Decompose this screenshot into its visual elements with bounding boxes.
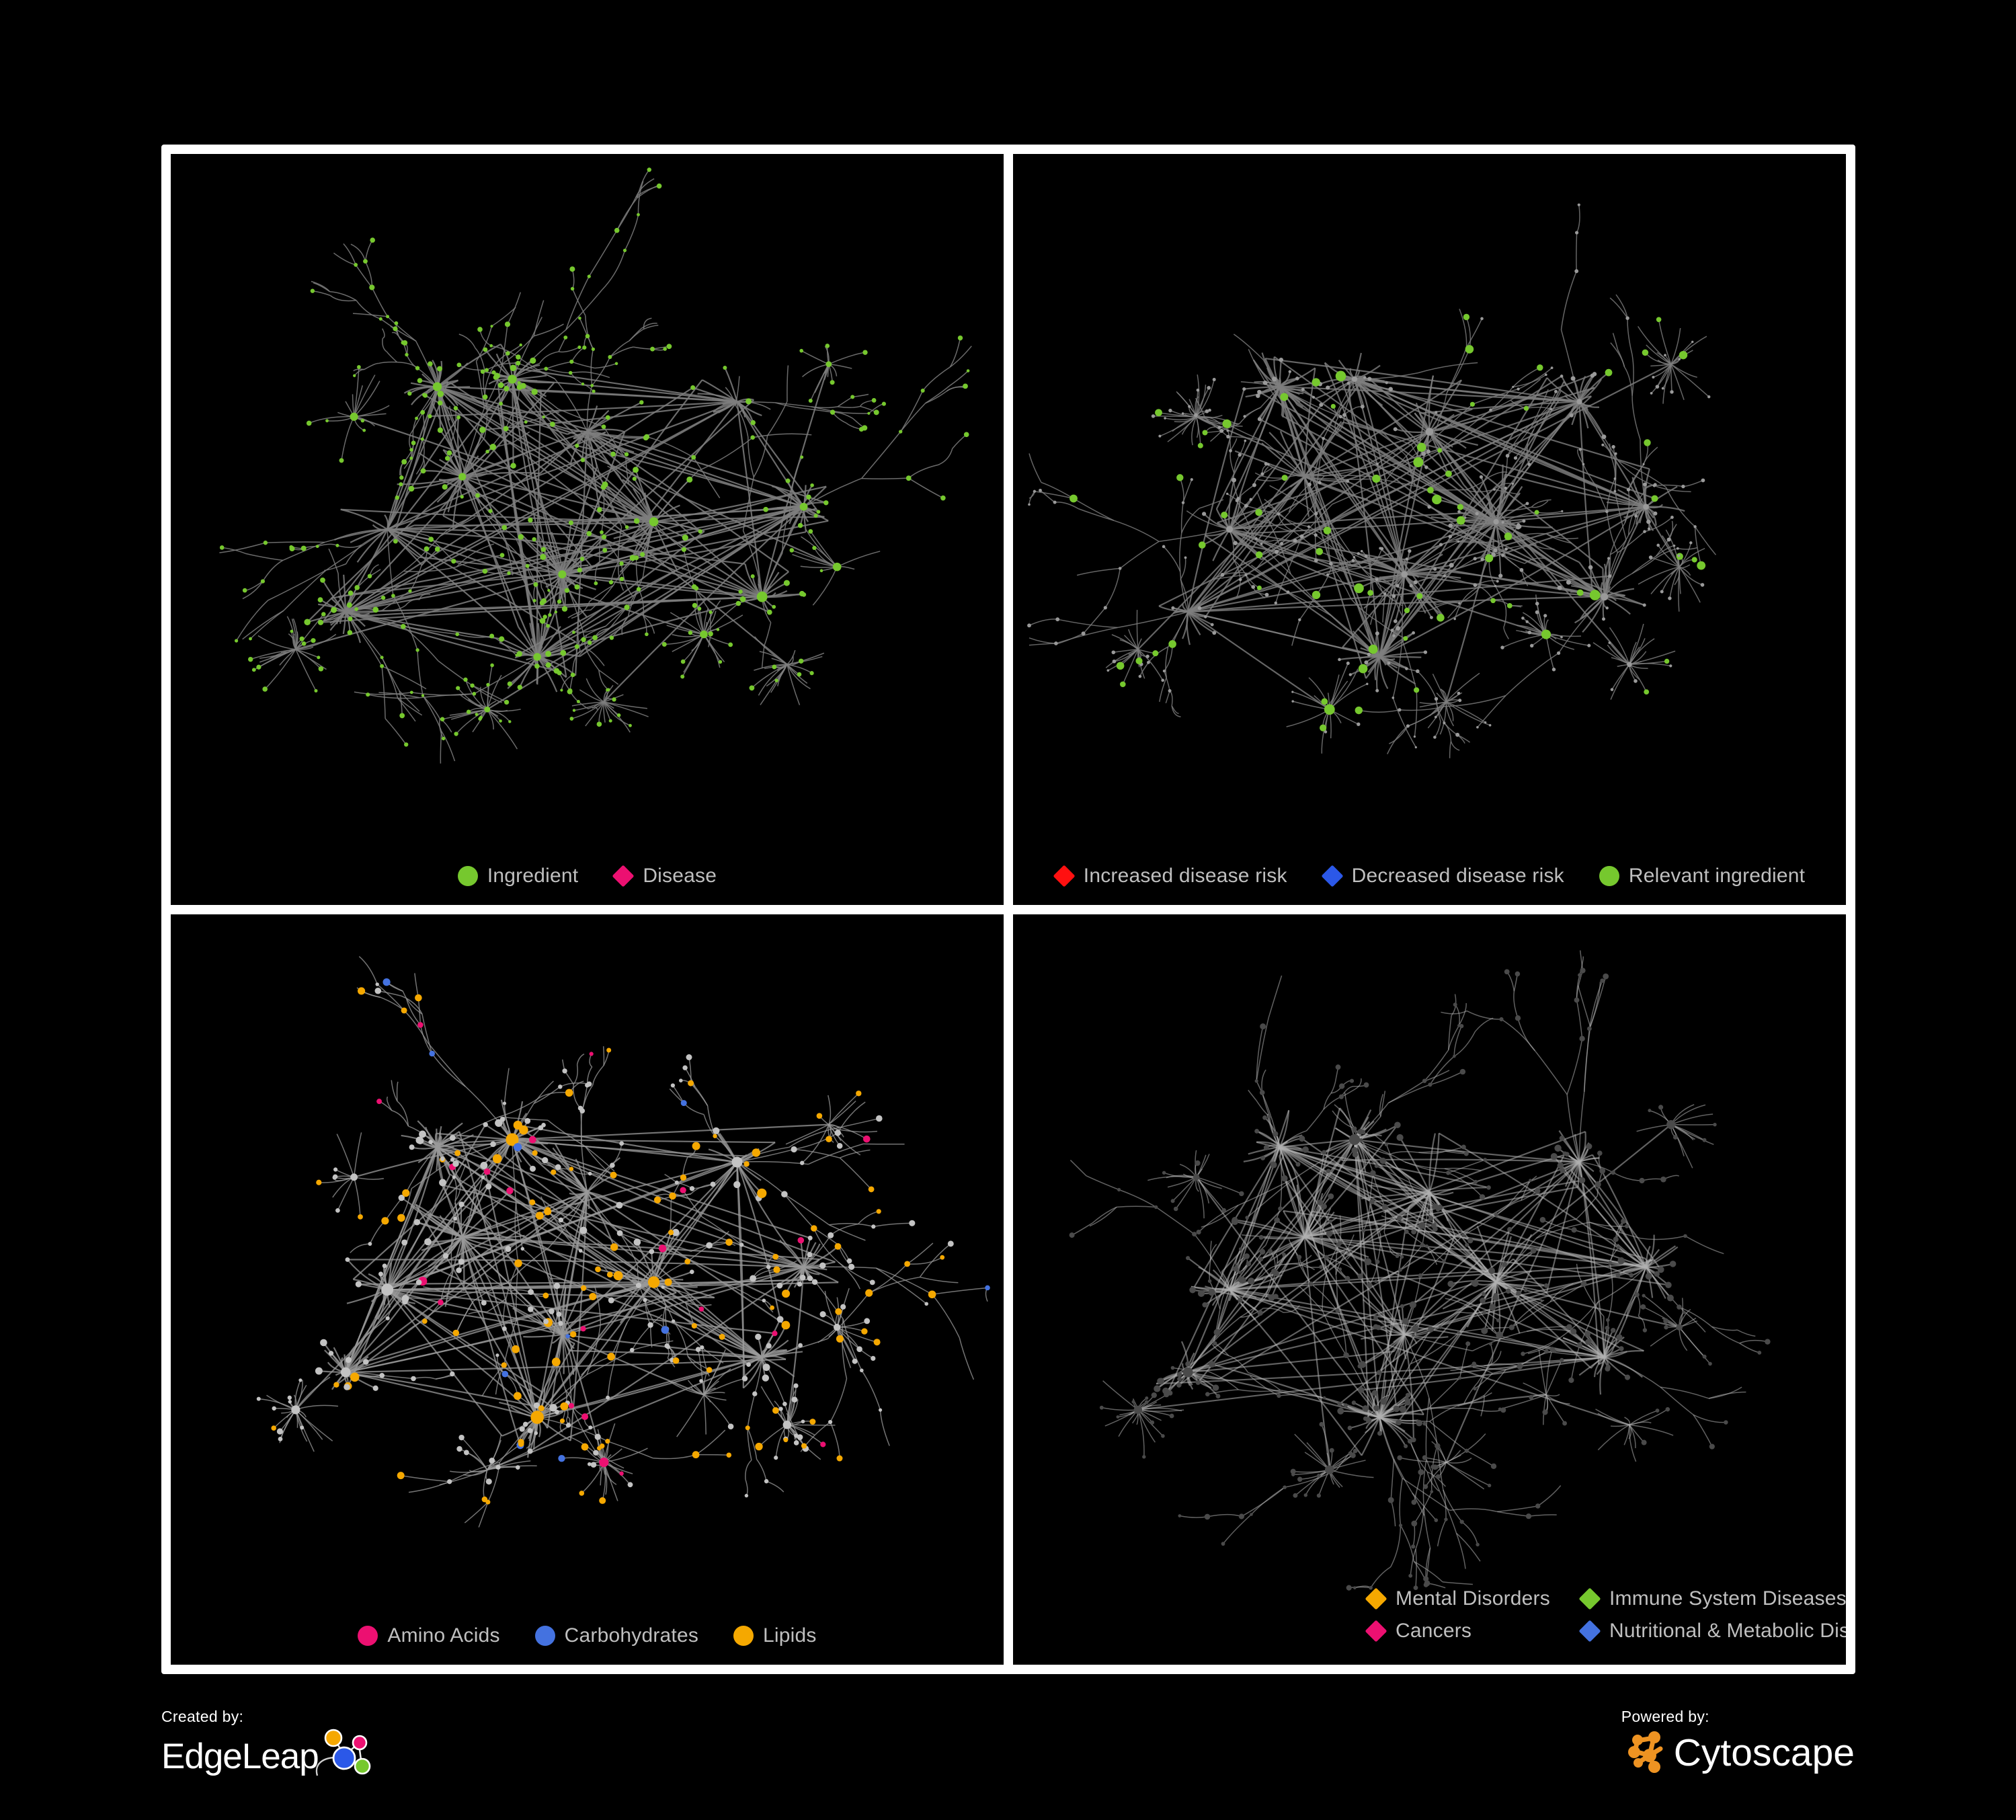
panel-ingredient-class[interactable]: Amino Acids Carbohydrates Lipids [171, 914, 1004, 1665]
edgeleap-logo-icon [312, 1729, 376, 1784]
cytoscape-brand[interactable]: Powered by: [1621, 1708, 1855, 1778]
footer: Created by: EdgeLeap Powered by: [161, 1681, 1855, 1812]
cytoscape-logo-icon [1624, 1729, 1674, 1778]
figure-grid: Ingredient Disease Increased disease risk… [161, 145, 1855, 1674]
network-canvas-3 [171, 914, 1004, 1665]
network-canvas-4 [1013, 914, 1846, 1665]
created-by-caption: Created by: [161, 1708, 244, 1725]
panel-ingredient-disease[interactable]: Ingredient Disease [171, 154, 1004, 905]
panel-disease-class[interactable]: Mental Disorders Immune System Diseases Ca… [1013, 914, 1846, 1665]
network-canvas-1 [171, 154, 1004, 905]
edgeleap-wordmark: EdgeLeap [161, 1737, 319, 1776]
powered-by-caption: Powered by: [1621, 1708, 1709, 1725]
panel-disease-risk[interactable]: Increased disease risk Decreased disease … [1013, 154, 1846, 905]
cytoscape-wordmark: Cytoscape [1673, 1731, 1855, 1774]
network-canvas-2 [1013, 154, 1846, 905]
edgeleap-brand[interactable]: Created by: EdgeLeap [161, 1708, 376, 1784]
